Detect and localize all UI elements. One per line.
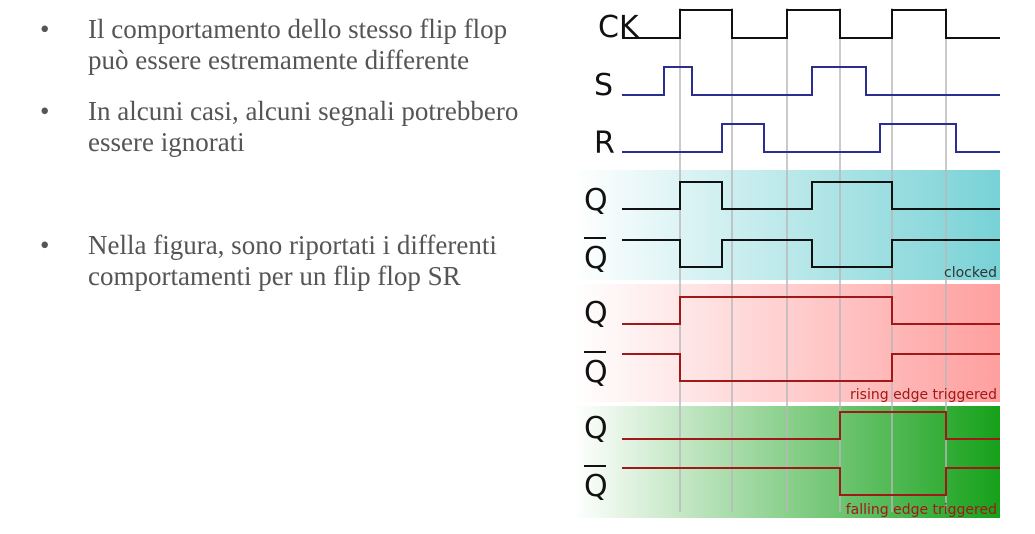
- svg-text:Q: Q: [584, 355, 608, 390]
- bullet-text: In alcuni casi, alcuni segnali potrebber…: [88, 96, 519, 157]
- clocked-qbar-label: Q: [584, 237, 608, 276]
- clocked-q-waveform: [622, 181, 1000, 210]
- s-waveform: [622, 66, 1000, 96]
- bullet-text: Il comportamento dello stesso flip flop …: [88, 14, 508, 75]
- rising-caption: rising edge triggered: [850, 387, 997, 403]
- clocked-qbar-waveform: [622, 239, 1000, 268]
- rising-q-waveform: [622, 296, 1000, 325]
- falling-qbar-waveform: [622, 467, 1000, 496]
- bullet-list: • Il comportamento dello stesso flip flo…: [40, 14, 520, 292]
- bullet-glyph: •: [40, 14, 50, 44]
- clocked-caption: clocked: [944, 265, 997, 281]
- bullet-glyph: •: [40, 230, 50, 260]
- falling-q-waveform: [622, 411, 1000, 440]
- r-waveform: [622, 123, 1000, 153]
- bullet-text: Nella figura, sono riportati i different…: [88, 230, 497, 291]
- svg-text:Q: Q: [584, 241, 608, 276]
- rising-qbar-waveform: [622, 353, 1000, 382]
- ck-label: CK: [598, 10, 640, 45]
- ck-waveform: [622, 9, 1000, 39]
- bullet-glyph: •: [40, 96, 50, 126]
- svg-text:Q: Q: [584, 469, 608, 504]
- s-label: S: [594, 68, 613, 103]
- rising-qbar-label: Q: [584, 351, 608, 390]
- bullet-item: • In alcuni casi, alcuni segnali potrebb…: [40, 96, 520, 158]
- clocked-q-label: Q: [584, 183, 608, 218]
- bullet-item: • Nella figura, sono riportati i differe…: [40, 230, 520, 292]
- bullet-item: • Il comportamento dello stesso flip flo…: [40, 14, 520, 76]
- falling-qbar-label: Q: [584, 465, 608, 504]
- timing-diagram: CK S R Q Q clocked Q Q rising edge trigg…: [574, 8, 1000, 518]
- falling-caption: falling edge triggered: [846, 502, 997, 518]
- falling-q-label: Q: [584, 411, 608, 446]
- rising-q-label: Q: [584, 296, 608, 331]
- r-label: R: [594, 126, 615, 161]
